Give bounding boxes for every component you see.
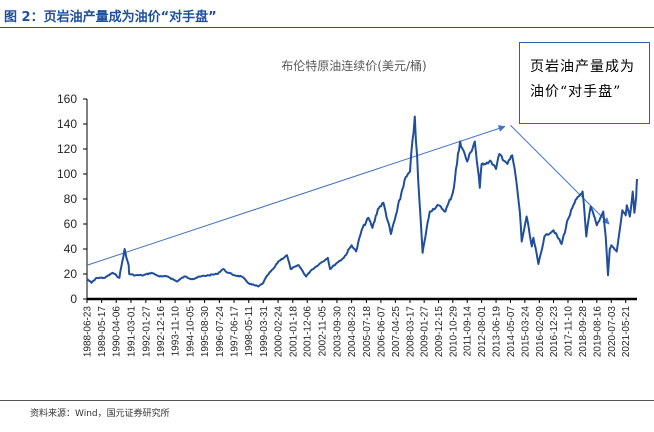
x-tick-label: 1992-12-16: [156, 306, 167, 358]
x-tick-label: 2014-05-07: [506, 306, 517, 358]
x-tick-label: 1998-05-11: [244, 306, 255, 357]
callout-text: 页岩油产量成为 油价“对手盘”: [530, 55, 635, 105]
x-tick-label: 2018-09-28: [578, 306, 589, 358]
callout-line-2: 油价“对手盘”: [530, 84, 622, 100]
x-tick-label: 2015-03-24: [520, 306, 531, 358]
trend-arrow-1: [86, 125, 506, 266]
figure-header: 图 2：页岩油产量成为油价“对手盘”: [0, 0, 654, 30]
x-tick-label: 2004-08-23: [347, 306, 358, 358]
x-tick-label: 2008-03-17: [405, 306, 416, 358]
y-tick-label: 20: [64, 267, 78, 281]
x-tick-label: 1993-11-10: [171, 306, 182, 357]
x-tick-label: 2017-11-10: [563, 306, 574, 357]
x-tick-label: 1991-03-01: [126, 306, 137, 358]
series-line-brent: [86, 115, 638, 288]
x-tick-label: 2001-12-06: [303, 306, 314, 358]
x-tick-label: 1995-08-30: [200, 306, 211, 358]
callout-line-1: 页岩油产量成为: [530, 59, 635, 75]
y-tick-label: 0: [70, 292, 77, 306]
footer-rule: [0, 400, 654, 401]
x-tick-label: 2019-08-16: [592, 306, 603, 358]
x-tick-label: 2013-06-19: [492, 306, 503, 358]
source-note: 资料来源：Wind，国元证券研究所: [30, 409, 170, 419]
y-tick-label: 120: [57, 142, 77, 156]
x-tick-label: 2002-11-05: [318, 306, 329, 357]
x-tick-label: 2020-07-03: [607, 306, 618, 358]
x-tick-label: 1988-06-23: [83, 306, 94, 358]
y-axis: 0 20 40 60 80 100 120 140 160: [57, 92, 88, 306]
x-tick-label: 1990-04-06: [112, 306, 123, 358]
x-tick-label: 1996-07-24: [215, 306, 226, 358]
y-tick-label: 100: [57, 167, 77, 181]
x-tick-label: 2003-09-30: [332, 306, 343, 358]
x-tick-label: 2012-08-01: [477, 306, 488, 358]
x-tick-label: 2005-07-18: [362, 306, 373, 358]
y-tick-label: 160: [57, 92, 77, 106]
y-tick-label: 140: [57, 117, 77, 131]
x-tick-label: 2009-01-27: [420, 306, 431, 358]
x-tick-label: 2010-10-29: [448, 306, 459, 358]
x-tick-label: 2001-01-18: [288, 306, 299, 358]
x-tick-label: 2016-12-23: [549, 306, 560, 358]
x-tick-label: 2016-02-09: [535, 306, 546, 358]
x-tick-label: 2011-09-14: [463, 306, 474, 357]
plot-area: [86, 115, 638, 288]
x-tick-label: 2000-02-24: [274, 306, 285, 358]
trend-arrow-2: [510, 124, 610, 225]
figure-title: 图 2：页岩油产量成为油价“对手盘”: [4, 10, 217, 25]
x-tick-label: 1997-06-17: [230, 306, 241, 358]
x-tick-label: 2021-05-21: [621, 306, 632, 358]
x-tick-label: 2007-04-25: [391, 306, 402, 358]
x-tick-label: 2009-12-15: [434, 306, 445, 358]
x-tick-label: 2006-06-07: [376, 306, 387, 358]
x-axis: 1988-06-23 1989-05-17 1990-04-06 1991-03-01…: [83, 297, 637, 358]
brent-price-chart: 布伦特原油连续价(美元/桶) 0 20 40 60 80 100 120 140 160 198…: [57, 58, 638, 358]
header-rule: [0, 27, 654, 28]
x-tick-label: 1994-10-05: [185, 306, 196, 358]
x-tick-label: 1989-05-17: [97, 306, 108, 358]
x-tick-label: 1999-03-31: [259, 306, 270, 358]
x-tick-label: 1992-01-27: [141, 306, 152, 358]
y-tick-label: 60: [64, 217, 78, 231]
chart-title: 布伦特原油连续价(美元/桶): [281, 58, 426, 73]
annotation-callout: 页岩油产量成为 油价“对手盘”: [519, 42, 650, 124]
y-tick-label: 80: [64, 192, 78, 206]
y-tick-label: 40: [64, 242, 78, 256]
trend-arrows: [86, 124, 610, 266]
